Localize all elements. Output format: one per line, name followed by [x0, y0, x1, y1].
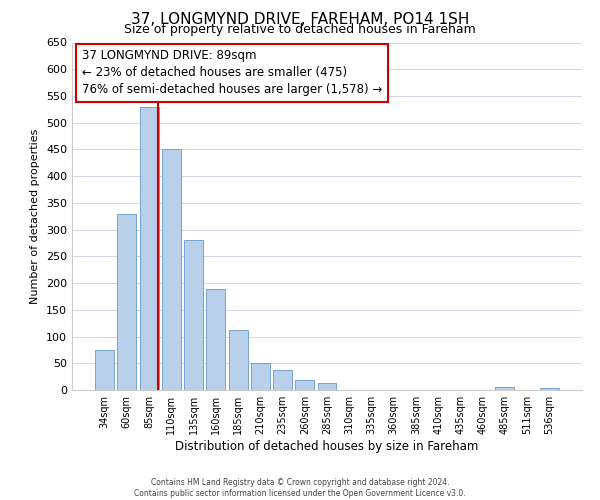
- Bar: [273, 370, 292, 390]
- Y-axis label: Number of detached properties: Number of detached properties: [31, 128, 40, 304]
- Bar: [317, 383, 337, 390]
- Bar: [496, 388, 514, 390]
- Bar: [140, 106, 158, 390]
- Text: 37 LONGMYND DRIVE: 89sqm
← 23% of detached houses are smaller (475)
76% of semi-: 37 LONGMYND DRIVE: 89sqm ← 23% of detach…: [82, 50, 382, 96]
- Text: Size of property relative to detached houses in Fareham: Size of property relative to detached ho…: [124, 22, 476, 36]
- Bar: [162, 150, 181, 390]
- Bar: [95, 350, 114, 390]
- Bar: [229, 330, 248, 390]
- Bar: [540, 388, 559, 390]
- Bar: [184, 240, 203, 390]
- Text: 37, LONGMYND DRIVE, FAREHAM, PO14 1SH: 37, LONGMYND DRIVE, FAREHAM, PO14 1SH: [131, 12, 469, 28]
- X-axis label: Distribution of detached houses by size in Fareham: Distribution of detached houses by size …: [175, 440, 479, 453]
- Bar: [295, 380, 314, 390]
- Bar: [206, 290, 225, 390]
- Text: Contains HM Land Registry data © Crown copyright and database right 2024.
Contai: Contains HM Land Registry data © Crown c…: [134, 478, 466, 498]
- Bar: [118, 214, 136, 390]
- Bar: [251, 364, 270, 390]
